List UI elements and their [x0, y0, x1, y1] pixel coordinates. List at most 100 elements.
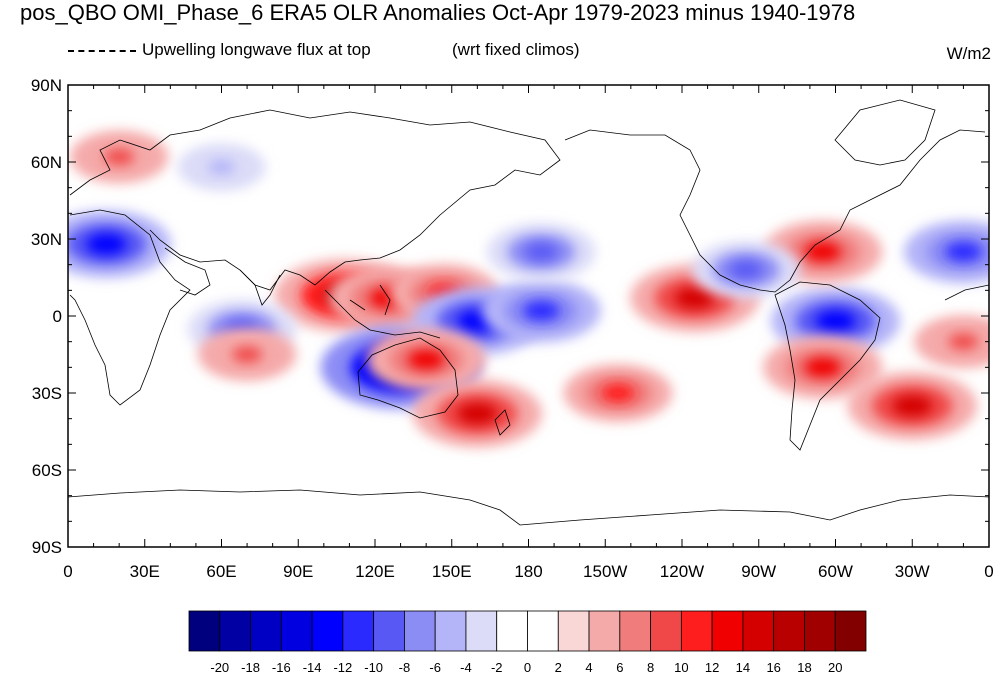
colorbar-box — [557, 610, 590, 652]
legend-line-entry: Upwelling longwave flux at top — [68, 40, 371, 60]
lat-tick-label: 30N — [31, 230, 62, 249]
colorbar-label: -18 — [241, 660, 260, 675]
longitude-axis: 0 30E 60E 90E 120E 150E 180 150W 120W 90W 60W 30W 0 — [63, 85, 994, 581]
colorbar-label: -20 — [210, 660, 229, 675]
lat-tick-label: 60N — [31, 153, 62, 172]
colorbar-label: 0 — [524, 660, 531, 675]
lon-tick-label: 120W — [660, 562, 704, 581]
colorbar-box — [588, 610, 621, 652]
lon-tick-label: 90W — [741, 562, 776, 581]
colorbar-label: 2 — [555, 660, 562, 675]
coastline-africa — [69, 209, 191, 406]
anomaly-core — [674, 287, 715, 309]
colorbar-label: 10 — [674, 660, 688, 675]
colorbar-box — [311, 610, 344, 652]
coastlines — [68, 99, 989, 526]
coastline-newzealand — [494, 409, 511, 436]
colorbar-box — [250, 610, 282, 652]
coastline-antarctica — [68, 489, 989, 526]
lon-tick-label: 180 — [514, 562, 542, 581]
lon-tick-label: 30W — [895, 562, 930, 581]
colorbar-label: -12 — [333, 660, 352, 675]
dashed-line-icon — [68, 49, 136, 52]
colorbar-label: 4 — [585, 660, 592, 675]
coastline-australia — [357, 337, 459, 419]
anomaly-core — [948, 333, 979, 350]
colorbar-box — [188, 610, 221, 652]
anomaly-core — [407, 349, 445, 370]
colorbar-box — [834, 610, 867, 652]
lon-tick-label: 60E — [206, 562, 236, 581]
lon-tick-label: 150W — [583, 562, 627, 581]
lon-tick-label: 30E — [130, 562, 160, 581]
colorbar-box — [373, 610, 405, 652]
colorbar-box — [650, 610, 682, 652]
colorbar-box — [527, 610, 559, 652]
coastline-western-africa-bulge — [944, 284, 989, 301]
lon-tick-label: 0 — [984, 562, 993, 581]
colorbar-label: -6 — [429, 660, 441, 675]
coastline-eurasia — [69, 109, 561, 291]
anomaly-core — [103, 148, 135, 166]
anomaly-core — [231, 346, 263, 363]
lat-tick-label: 30S — [32, 384, 62, 403]
colorbar-box — [280, 610, 313, 652]
colorbar-box — [742, 610, 775, 652]
anomaly-core — [522, 301, 560, 321]
anomaly-core — [207, 159, 236, 175]
colorbar-label: 14 — [736, 660, 750, 675]
lon-tick-label: 90E — [283, 562, 313, 581]
anomaly-core — [601, 384, 636, 402]
lat-tick-label: 90S — [32, 538, 62, 557]
colorbar-box — [773, 610, 805, 652]
lon-tick-label: 60W — [818, 562, 853, 581]
anomaly-core — [728, 260, 763, 279]
lon-tick-label: 0 — [63, 562, 72, 581]
lon-tick-label: 120E — [355, 562, 395, 581]
colorbar-box — [465, 610, 498, 652]
lon-tick-label: 150E — [432, 562, 472, 581]
lat-tick-label: 90N — [31, 76, 62, 95]
colorbar-label: -8 — [399, 660, 411, 675]
anomaly-core — [524, 242, 559, 261]
coastline-north-america — [564, 129, 986, 293]
colorbar-label: 16 — [766, 660, 780, 675]
colorbar-box — [804, 610, 836, 652]
anomaly-core — [86, 233, 127, 255]
colorbar-box — [404, 610, 436, 652]
anomaly-core — [815, 310, 856, 332]
coastline-south-america — [774, 281, 881, 451]
colorbar-box — [434, 610, 467, 652]
anomaly-core — [804, 357, 842, 378]
colorbar-label: 20 — [828, 660, 842, 675]
anomaly-core — [457, 402, 498, 425]
anomaly-core — [892, 395, 933, 417]
colorbar-box — [496, 610, 528, 652]
coastline-arabia — [164, 247, 211, 296]
coastline-maritime — [324, 284, 441, 339]
colorbar-label: 8 — [647, 660, 654, 675]
colorbar: -20 -18 -16 -14 -12 -10 -8 -6 -4 -2 0 2 4 6 8 10 12 14 16 1… — [188, 610, 867, 675]
latitude-axis: 90N 60N 30N 0 30S 60S 90S — [31, 76, 989, 557]
colorbar-box — [619, 610, 651, 652]
colorbar-label: 12 — [705, 660, 719, 675]
units-label: W/m2 — [946, 44, 991, 63]
colorbar-label: -4 — [460, 660, 472, 675]
colorbar-box — [680, 610, 713, 652]
lat-tick-label: 60S — [32, 461, 62, 480]
colorbar-box — [711, 610, 744, 652]
colorbar-label: -14 — [303, 660, 322, 675]
coastline-greenland — [834, 99, 936, 166]
colorbar-label: -10 — [364, 660, 383, 675]
anomaly-core — [804, 242, 842, 262]
colorbar-label: 6 — [616, 660, 623, 675]
colorbar-label: -16 — [272, 660, 291, 675]
climatology-note: (wrt fixed climos) — [452, 40, 580, 59]
lat-tick-label: 0 — [53, 307, 62, 326]
colorbar-label: 18 — [797, 660, 811, 675]
anomaly-core — [944, 242, 983, 262]
colorbar-label: -2 — [491, 660, 503, 675]
coastline-india — [239, 269, 281, 306]
legend-line-label: Upwelling longwave flux at top — [142, 40, 371, 59]
